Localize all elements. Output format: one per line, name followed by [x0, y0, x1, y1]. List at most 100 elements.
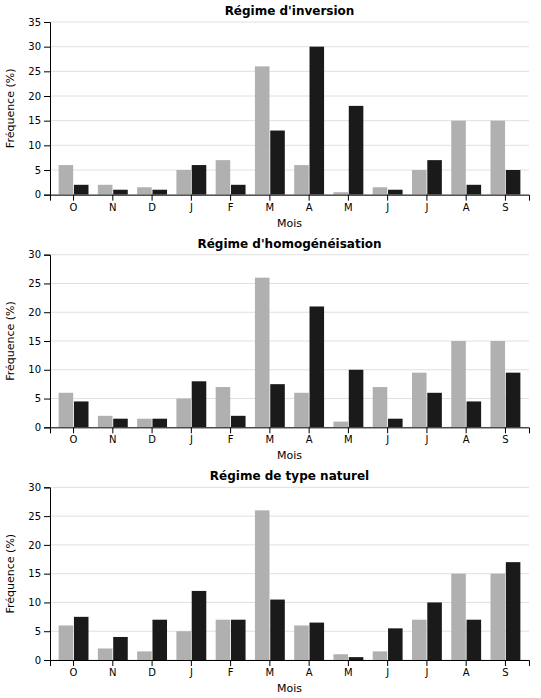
grid — [50, 255, 529, 428]
grid — [50, 487, 529, 660]
y-tick-label: 10 — [28, 597, 41, 608]
bar — [98, 416, 113, 428]
x-tick-label: M — [344, 667, 353, 678]
x-tick: M — [344, 195, 353, 213]
x-tick-mark — [309, 660, 310, 666]
y-tick-label: 20 — [28, 540, 41, 551]
x-tick-mark — [466, 427, 467, 433]
x-tick-label: M — [344, 202, 353, 213]
bar — [388, 419, 403, 428]
y-tick-label: 0 — [35, 189, 41, 200]
bar — [451, 341, 466, 427]
x-tick-label: M — [266, 434, 275, 445]
x-tick-mark — [191, 195, 192, 201]
x-tick-label: J — [189, 202, 193, 213]
bar — [333, 654, 348, 660]
bar — [137, 651, 152, 660]
grid-line — [50, 487, 529, 488]
bar-series — [59, 278, 505, 428]
bar — [349, 370, 364, 428]
plot-area: ONDJFMAMJJAS051015202530 — [28, 249, 529, 445]
y-tick: 10 — [28, 364, 50, 375]
y-tick-label: 10 — [28, 364, 41, 375]
x-tick: J — [424, 427, 428, 445]
x-tick-mark — [309, 427, 310, 433]
bar-series — [59, 510, 505, 660]
y-tick: 30 — [28, 41, 50, 52]
x-axis-title: Mois — [277, 449, 302, 462]
x-tick-label: J — [424, 434, 428, 445]
x-tick: A — [306, 660, 313, 678]
x-axis-title: Mois — [277, 217, 302, 230]
x-tick: O — [70, 195, 78, 213]
bar — [74, 617, 89, 660]
y-axis: 051015202530 — [28, 482, 50, 666]
y-tick-mark — [44, 602, 50, 603]
x-tick: D — [148, 195, 156, 213]
x-tick-mark — [112, 427, 113, 433]
bar — [451, 574, 466, 660]
y-tick-mark — [44, 545, 50, 546]
x-tick: M — [266, 195, 275, 213]
bar — [74, 401, 89, 427]
bar — [412, 620, 427, 660]
x-tick-label: J — [189, 434, 193, 445]
bar — [270, 131, 285, 195]
y-tick-label: 15 — [28, 336, 41, 347]
bar — [294, 165, 309, 195]
bar — [333, 192, 348, 194]
x-tick-mark — [466, 195, 467, 201]
y-tick: 30 — [28, 482, 50, 493]
bar — [491, 121, 506, 195]
y-tick: 0 — [35, 189, 50, 200]
panel: ONDJFMAMJJAS051015202530Régime de type n… — [4, 469, 530, 695]
x-tick: A — [463, 660, 470, 678]
x-tick-mark — [348, 427, 349, 433]
bar — [491, 341, 506, 427]
bar — [506, 373, 521, 428]
y-axis-title: Fréquence (%) — [4, 301, 17, 381]
x-tick: J — [189, 195, 193, 213]
x-tick-label: J — [189, 667, 193, 678]
x-tick-mark — [426, 195, 427, 201]
bar — [98, 648, 113, 660]
bar — [255, 66, 270, 194]
x-tick: J — [385, 427, 389, 445]
y-tick: 10 — [28, 597, 50, 608]
axis-line — [51, 661, 530, 667]
bar — [349, 106, 364, 195]
x-tick-label: S — [502, 667, 508, 678]
y-tick-label: 30 — [28, 249, 41, 260]
bar — [451, 121, 466, 195]
x-tick: N — [109, 427, 116, 445]
bar — [373, 651, 388, 660]
bar — [152, 190, 167, 195]
y-tick-mark — [44, 660, 50, 661]
bar — [388, 628, 403, 660]
axis-line — [44, 488, 51, 661]
y-tick-mark — [44, 427, 50, 428]
x-tick: S — [502, 195, 508, 213]
y-tick: 30 — [28, 249, 50, 260]
bar — [427, 602, 442, 660]
y-tick-mark — [44, 399, 50, 400]
x-tick-mark — [112, 195, 113, 201]
y-tick-label: 35 — [28, 17, 41, 28]
grid-line — [50, 312, 529, 313]
x-tick: A — [306, 427, 313, 445]
bar — [255, 510, 270, 660]
x-tick: F — [228, 427, 234, 445]
bar — [137, 187, 152, 194]
x-tick: M — [266, 660, 275, 678]
x-tick-mark — [387, 427, 388, 433]
title: Régime d'homogénéisation — [197, 237, 381, 251]
bar — [467, 401, 482, 427]
x-tick-mark — [152, 660, 153, 666]
plot-area: ONDJFMAMJJAS051015202530 — [28, 482, 529, 678]
x-tick: M — [266, 427, 275, 445]
bar — [192, 165, 207, 195]
grid — [50, 22, 529, 195]
x-tick-label: S — [502, 202, 508, 213]
y-axis-title: Fréquence (%) — [4, 69, 17, 149]
bar — [294, 393, 309, 428]
